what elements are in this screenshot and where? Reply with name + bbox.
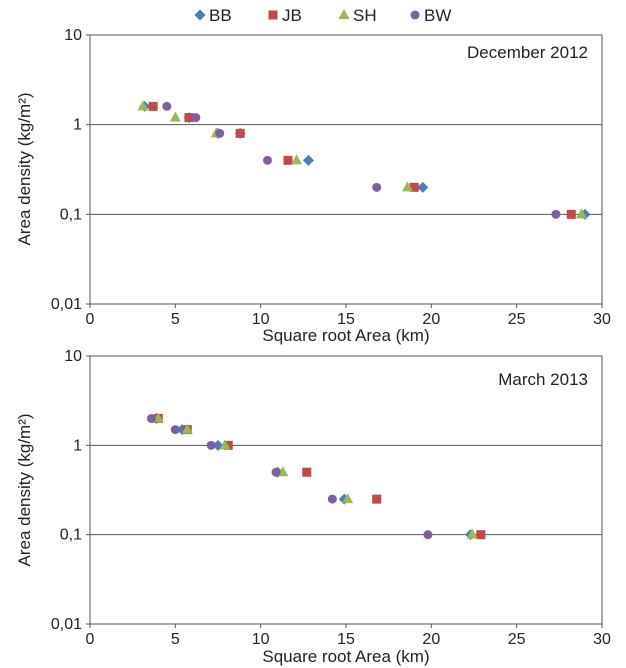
gridlines (90, 444, 602, 536)
data-point-jb (566, 209, 576, 219)
data-point-bw (271, 467, 281, 477)
data-point-jb (235, 128, 245, 138)
x-tick-label: 25 (508, 311, 526, 328)
data-point-bb (302, 154, 314, 166)
data-point-bw (262, 155, 272, 165)
x-tick-label: 5 (171, 631, 180, 648)
y-axis-label: Area density (kg/m²) (15, 92, 34, 245)
data-point-sh (291, 154, 303, 165)
panel-label: December 2012 (467, 43, 588, 62)
gridlines (90, 124, 602, 215)
data-point-bw (206, 440, 216, 450)
x-tick-label: 30 (593, 311, 611, 328)
x-tick-label: 0 (86, 311, 95, 328)
plot-frame (89, 34, 603, 305)
y-tick-label: 10 (64, 27, 82, 44)
data-point-bw (372, 182, 382, 192)
data-point-sh (137, 100, 149, 111)
legend-marker-bw (410, 10, 420, 20)
data-point-jb (148, 101, 158, 111)
data-point-bb (417, 181, 429, 193)
data-point-sh (342, 493, 354, 504)
x-tick-label: 10 (252, 311, 270, 328)
legend-marker-sh (338, 9, 350, 19)
data-point-sh (576, 208, 588, 219)
x-tick-label: 10 (252, 631, 270, 648)
x-tick-label: 25 (508, 631, 526, 648)
panel-december-2012: 0,01 0,1 1 10 0 5 10 15 20 25 30 December 2012 Sq… (15, 27, 611, 345)
legend-marker-bb (194, 9, 206, 21)
x-tick-label: 15 (337, 631, 355, 648)
legend-item-bb: BB (194, 6, 232, 25)
x-axis-label: Square root Area (km) (262, 326, 429, 345)
x-tick-label: 0 (86, 631, 95, 648)
data-point-sh (169, 111, 181, 122)
y-tick-label: 0,01 (51, 616, 82, 633)
x-tick-label: 5 (171, 311, 180, 328)
data-point-jb (302, 467, 312, 477)
data-point-bw (551, 209, 561, 219)
legend-item-bw: BW (410, 6, 451, 25)
y-tick-label: 1 (73, 437, 82, 454)
y-tick-labels: 0,01 0,1 1 10 (51, 27, 90, 313)
data-point-bw (423, 530, 433, 540)
legend-marker-jb (268, 10, 278, 20)
data-points (146, 412, 486, 541)
y-tick-label: 1 (73, 117, 82, 134)
data-point-bw (146, 413, 156, 423)
data-point-bw (191, 113, 201, 123)
x-tick-label: 20 (422, 311, 440, 328)
y-tick-label: 0,1 (60, 206, 82, 223)
legend-label: JB (282, 6, 302, 25)
legend-label: BB (209, 6, 232, 25)
data-point-jb (409, 182, 419, 192)
panel-label: March 2013 (498, 370, 588, 389)
data-point-bw (162, 101, 172, 111)
legend-label: BW (424, 6, 451, 25)
x-tick-label: 20 (422, 631, 440, 648)
data-point-sh (466, 528, 478, 539)
data-point-jb (283, 155, 293, 165)
data-point-sh (219, 439, 231, 450)
data-point-jb (476, 530, 486, 540)
x-tick-labels: 0 5 10 15 20 25 30 (86, 624, 611, 648)
data-point-bw (215, 128, 225, 138)
y-tick-label: 10 (64, 348, 82, 365)
x-tick-label: 30 (593, 631, 611, 648)
y-axis-label: Area density (kg/m²) (15, 413, 34, 566)
x-axis-label: Square root Area (km) (262, 647, 429, 666)
y-tick-label: 0,1 (60, 527, 82, 544)
x-tick-labels: 0 5 10 15 20 25 30 (86, 304, 611, 328)
data-point-jb (372, 494, 382, 504)
data-point-sh (181, 423, 193, 434)
data-points (137, 100, 591, 220)
data-point-bw (327, 494, 337, 504)
panel-march-2013: 0,01 0,1 1 10 0 5 10 15 20 25 30 March 2013 Squar… (15, 348, 611, 666)
legend-item-jb: JB (268, 6, 302, 25)
y-tick-label: 0,01 (51, 296, 82, 313)
data-point-jb (223, 440, 233, 450)
plot-frame (89, 355, 603, 625)
x-tick-label: 15 (337, 311, 355, 328)
legend-label: SH (353, 6, 377, 25)
data-point-jb (184, 113, 194, 123)
legend: BB JB SH BW (194, 6, 451, 25)
data-point-sh (401, 181, 413, 192)
data-point-bw (170, 425, 180, 435)
legend-item-sh: SH (338, 6, 377, 25)
y-tick-labels: 0,01 0,1 1 10 (51, 348, 90, 633)
